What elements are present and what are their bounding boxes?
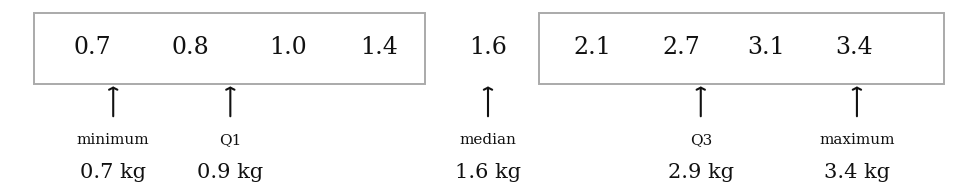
Text: 1.4: 1.4 xyxy=(360,36,397,59)
Text: 0.7: 0.7 xyxy=(74,36,111,59)
Text: 3.4: 3.4 xyxy=(835,36,873,59)
FancyBboxPatch shape xyxy=(539,13,944,84)
FancyBboxPatch shape xyxy=(34,13,425,84)
Text: 3.4 kg: 3.4 kg xyxy=(824,163,890,182)
Text: 3.1: 3.1 xyxy=(748,36,785,59)
Text: Q3: Q3 xyxy=(690,133,712,147)
Text: 2.7: 2.7 xyxy=(663,36,700,59)
Text: maximum: maximum xyxy=(819,133,895,147)
Text: 1.6 kg: 1.6 kg xyxy=(455,163,521,182)
Text: 1.6: 1.6 xyxy=(469,36,507,59)
Text: minimum: minimum xyxy=(77,133,149,147)
Text: median: median xyxy=(460,133,516,147)
Text: Q1: Q1 xyxy=(220,133,241,147)
Text: 0.7 kg: 0.7 kg xyxy=(80,163,146,182)
Text: 0.9 kg: 0.9 kg xyxy=(197,163,264,182)
Text: 0.8: 0.8 xyxy=(172,36,209,59)
Text: 2.1: 2.1 xyxy=(574,36,611,59)
Text: 2.9 kg: 2.9 kg xyxy=(668,163,734,182)
Text: 1.0: 1.0 xyxy=(269,36,306,59)
